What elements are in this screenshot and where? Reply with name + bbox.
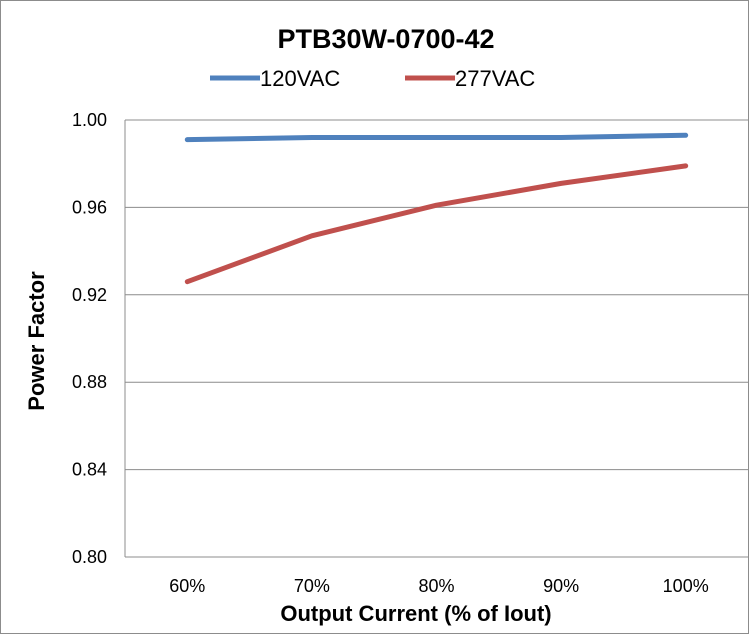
series-line-277vac	[184, 163, 689, 285]
x-tick-label: 80%	[418, 576, 454, 596]
y-tick-label: 1.00	[72, 110, 107, 130]
x-tick-label: 60%	[169, 576, 205, 596]
series-lines	[184, 132, 689, 285]
legend-label-120vac: 120VAC	[260, 66, 340, 91]
y-axis-title: Power Factor	[24, 271, 49, 411]
chart-title: PTB30W-0700-42	[277, 24, 494, 54]
y-tick-label: 0.96	[72, 197, 107, 217]
gridlines	[124, 119, 748, 558]
x-tick-label: 70%	[294, 576, 330, 596]
y-axis-ticks: 0.80 0.84 0.88 0.92 0.96 1.00	[72, 110, 107, 567]
y-tick-label: 0.92	[72, 285, 107, 305]
y-tick-label: 0.84	[72, 460, 107, 480]
x-axis-title: Output Current (% of Iout)	[280, 601, 551, 626]
x-axis-ticks: 60% 70% 80% 90% 100%	[169, 576, 708, 596]
x-tick-label: 90%	[543, 576, 579, 596]
legend: 120VAC 277VAC	[210, 66, 535, 91]
y-tick-label: 0.80	[72, 547, 107, 567]
y-tick-label: 0.88	[72, 372, 107, 392]
legend-label-277vac: 277VAC	[455, 66, 535, 91]
x-tick-label: 100%	[663, 576, 709, 596]
